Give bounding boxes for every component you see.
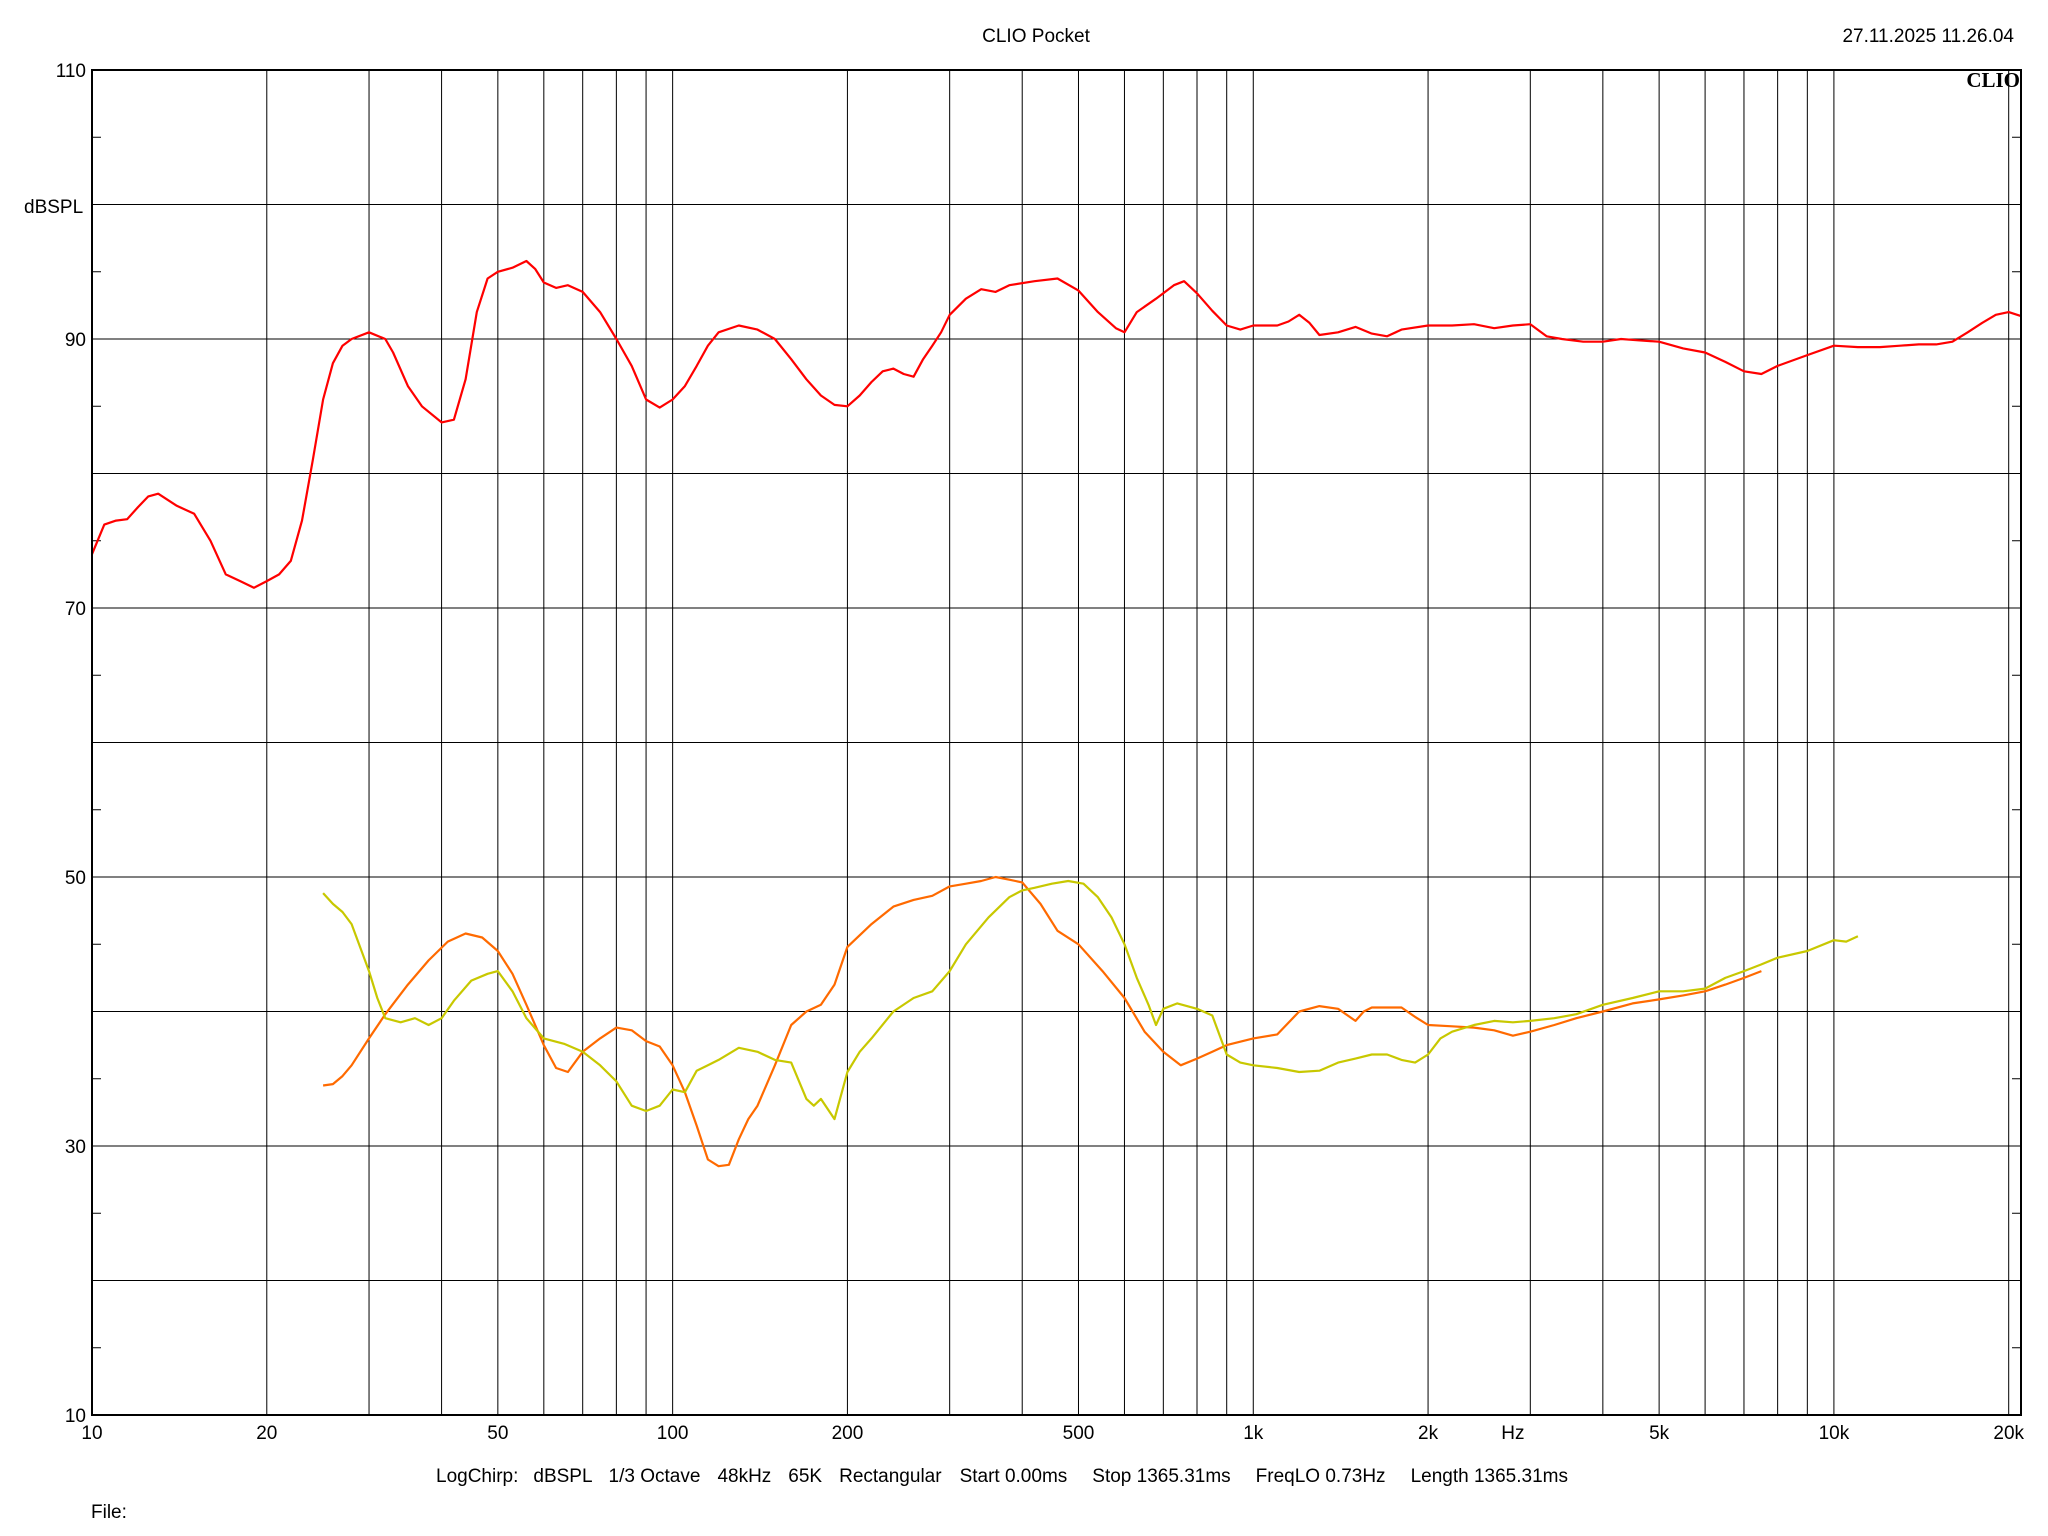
x-tick-label: 20k (1993, 1423, 2024, 1444)
x-tick-label: 10 (81, 1423, 102, 1444)
setting-window: Rectangular (839, 1466, 942, 1487)
setting-length: Length 1365.31ms (1410, 1466, 1568, 1487)
x-tick-label: 10k (1819, 1423, 1850, 1444)
trace-1 (90, 259, 2022, 589)
setting-start: Start 0.00ms (959, 1466, 1068, 1487)
setting-freqlo: FreqLO 0.73Hz (1255, 1466, 1386, 1487)
y-axis-label: dBSPL (24, 197, 83, 218)
x-tick-label: 50 (487, 1423, 508, 1444)
timestamp: 27.11.2025 11.26.04 (1842, 26, 2014, 47)
setting-smoothing: 1/3 Octave (608, 1466, 701, 1487)
x-tick-label: 200 (832, 1423, 864, 1444)
x-tick-label: 5k (1649, 1423, 1670, 1444)
x-tick-label: 20 (256, 1423, 277, 1444)
x-tick-label: 100 (657, 1423, 689, 1444)
setting-size: 65K (788, 1466, 823, 1487)
setting-stop: Stop 1365.31ms (1092, 1466, 1231, 1487)
x-axis-label: Hz (1501, 1423, 1524, 1444)
setting-sample-rate: 48kHz (717, 1466, 772, 1487)
clio-logo: CLIO (1966, 68, 2020, 92)
y-tick-label: 50 (65, 868, 86, 889)
plot-frame (91, 69, 2022, 1416)
chart-title: CLIO Pocket (982, 26, 1090, 47)
y-tick-label: 30 (65, 1137, 86, 1158)
y-tick-label: 110 (56, 61, 86, 82)
x-tick-label: 1k (1243, 1423, 1264, 1444)
y-tick-label: 70 (65, 599, 86, 620)
settings-bar: LogChirp: dBSPL 1/3 Octave 48kHz 65K Rec… (436, 1466, 1568, 1488)
y-tick-label: 90 (65, 330, 86, 351)
file-label: File: (91, 1502, 127, 1523)
y-tick-label: 10 (65, 1406, 86, 1427)
trace-2 (322, 875, 1762, 1168)
setting-mode: LogChirp: (436, 1466, 519, 1487)
setting-units: dBSPL (533, 1466, 593, 1487)
x-tick-label: 2k (1418, 1423, 1439, 1444)
x-tick-label: 500 (1063, 1423, 1095, 1444)
trace-3 (322, 879, 1859, 1121)
